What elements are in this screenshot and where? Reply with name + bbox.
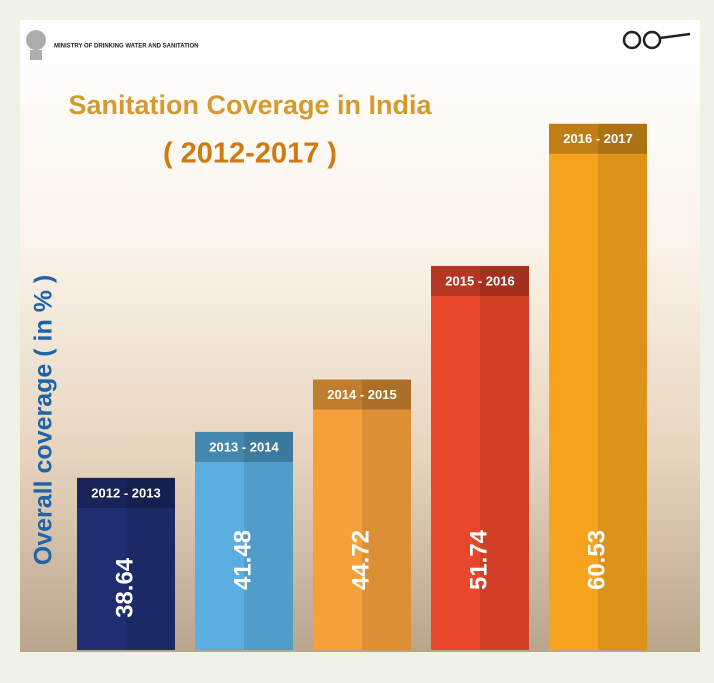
bar (195, 431, 293, 650)
category-label: 2012 - 2013 (91, 485, 160, 500)
category-box (195, 431, 293, 462)
category-box (313, 379, 411, 410)
category-label: 2014 - 2015 (327, 387, 396, 402)
y-axis-label: Overall coverage ( in % ) (30, 275, 58, 565)
value-label: 44.72 (347, 530, 374, 590)
emblem (26, 30, 46, 60)
ministry-name: MINISTRY OF DRINKING WATER AND SANITATIO… (54, 44, 198, 50)
category-label: 2013 - 2014 (209, 439, 279, 454)
category-box (431, 265, 529, 296)
category-label: 2016 - 2017 (563, 131, 632, 146)
value-label: 38.64 (111, 557, 138, 618)
bar (431, 265, 529, 650)
bar (549, 123, 647, 650)
bar (77, 477, 175, 650)
category-box (77, 477, 175, 508)
bar-shade (480, 265, 529, 650)
bar (313, 379, 411, 650)
value-label: 41.48 (229, 530, 256, 590)
category-label: 2015 - 2016 (445, 273, 514, 288)
value-label: 51.74 (465, 529, 492, 590)
chart-subtitle: ( 2012-2017 ) (163, 138, 337, 170)
bar-shade (126, 477, 175, 650)
category-box (549, 123, 647, 154)
chart-title: Sanitation Coverage in India (68, 90, 432, 120)
bar-shade (244, 431, 293, 650)
glasses-logo (622, 30, 691, 50)
bar-shade (598, 123, 647, 650)
bar-shade (362, 379, 411, 650)
value-label: 60.53 (583, 530, 610, 590)
